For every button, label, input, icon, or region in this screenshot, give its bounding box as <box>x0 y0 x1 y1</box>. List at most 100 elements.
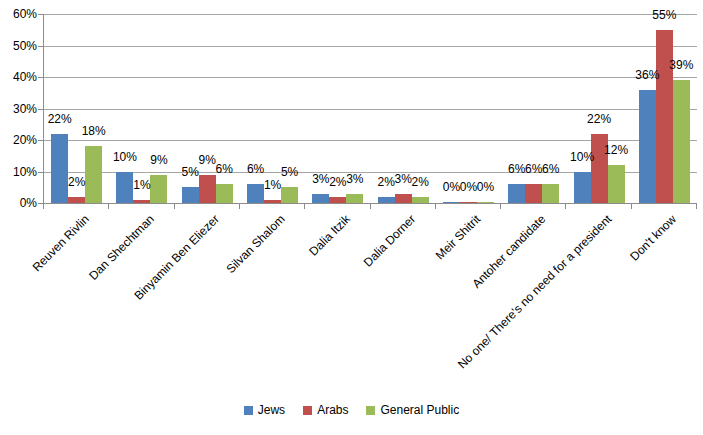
bar-arabs <box>656 30 673 203</box>
x-axis-category-label: Don't know <box>628 212 680 264</box>
data-label: 22% <box>48 113 72 126</box>
bar-general-public <box>542 184 559 203</box>
x-axis-tick-mark <box>370 204 371 209</box>
x-axis-category-label: Dan Shechtman <box>86 212 157 283</box>
data-label: 6% <box>508 163 525 176</box>
bar-jews <box>182 187 199 203</box>
bar-jews <box>574 172 591 204</box>
bar-jews <box>247 184 264 203</box>
bar-general-public <box>346 194 363 203</box>
bar-arabs <box>264 200 281 203</box>
bar-arabs <box>525 184 542 203</box>
y-axis-tick-label: 40% <box>0 69 37 85</box>
bar-general-public <box>150 175 167 203</box>
x-axis-category-label: Dalia Itzik <box>306 212 353 259</box>
legend-item-jews: Jews <box>244 403 285 417</box>
data-label: 1% <box>264 179 281 192</box>
data-label: 0% <box>460 181 477 194</box>
plot-area: 22%2%18%10%1%9%5%9%6%6%1%5%3%2%3%2%3%2%0… <box>43 14 697 204</box>
x-axis-tick-mark <box>304 204 305 209</box>
data-label: 36% <box>635 69 659 82</box>
legend-color-swatch-icon <box>366 406 375 415</box>
bar-group-meir-shitrit <box>443 202 494 203</box>
y-axis-tick-mark <box>38 172 43 173</box>
data-label: 0% <box>477 181 494 194</box>
y-axis-tick-label: 60% <box>0 6 37 22</box>
bar-jews <box>51 134 68 203</box>
data-label: 9% <box>150 154 167 167</box>
data-label: 3% <box>394 173 411 186</box>
data-label: 22% <box>587 113 611 126</box>
bar-arabs <box>395 194 412 203</box>
x-axis-tick-mark <box>43 204 44 209</box>
bar-general-public <box>673 80 690 203</box>
bar-general-public <box>412 197 429 203</box>
x-axis-category-label: Reuven Rivlin <box>29 212 91 274</box>
data-label: 10% <box>113 151 137 164</box>
y-axis-tick-label: 30% <box>0 101 37 117</box>
bar-arabs <box>68 197 85 203</box>
gridline <box>44 14 697 15</box>
bar-arabs <box>199 175 216 203</box>
bar-chart: 22%2%18%10%1%9%5%9%6%6%1%5%3%2%3%2%3%2%0… <box>0 0 703 435</box>
bar-arabs <box>329 197 346 203</box>
x-axis-tick-mark <box>239 204 240 209</box>
data-label: 9% <box>199 154 216 167</box>
bar-general-public <box>216 184 233 203</box>
y-axis-tick-label: 10% <box>0 164 37 180</box>
x-axis-tick-mark <box>565 204 566 209</box>
y-axis-tick-label: 0% <box>0 195 37 211</box>
x-axis-tick-mark <box>696 204 697 209</box>
x-axis-category-label: Silvan Shalom <box>223 212 287 276</box>
bar-jews <box>639 90 656 203</box>
y-axis-tick-mark <box>38 77 43 78</box>
gridline <box>44 77 697 78</box>
data-label: 18% <box>82 125 106 138</box>
bar-jews <box>508 184 525 203</box>
x-axis-tick-mark <box>500 204 501 209</box>
data-label: 2% <box>411 176 428 189</box>
bar-arabs <box>460 202 477 203</box>
data-label: 6% <box>525 163 542 176</box>
bar-general-public <box>477 202 494 203</box>
legend-color-swatch-icon <box>303 406 312 415</box>
data-label: 3% <box>312 173 329 186</box>
bar-jews <box>312 194 329 203</box>
bar-general-public <box>85 146 102 203</box>
y-axis-tick-mark <box>38 46 43 47</box>
y-axis-tick-mark <box>38 109 43 110</box>
data-label: 5% <box>182 166 199 179</box>
legend-item-arabs: Arabs <box>303 403 348 417</box>
data-label: 2% <box>329 176 346 189</box>
bar-general-public <box>281 187 298 203</box>
y-axis-tick-label: 20% <box>0 132 37 148</box>
data-label: 55% <box>652 9 676 22</box>
data-label: 10% <box>570 151 594 164</box>
data-label: 6% <box>542 163 559 176</box>
legend-item-general-public: General Public <box>366 403 459 417</box>
bar-group-reuven-rivlin <box>51 134 102 203</box>
bar-jews <box>378 197 395 203</box>
x-axis-tick-mark <box>435 204 436 209</box>
x-axis-tick-mark <box>631 204 632 209</box>
bar-group-dalia-itzik <box>312 194 363 203</box>
y-axis-tick-mark <box>38 140 43 141</box>
bar-jews <box>116 172 133 204</box>
bar-group-dalia-dorner <box>378 194 429 203</box>
x-axis-tick-mark <box>108 204 109 209</box>
legend-color-swatch-icon <box>244 406 253 415</box>
data-label: 2% <box>68 176 85 189</box>
gridline <box>44 46 697 47</box>
data-label: 1% <box>133 179 150 192</box>
y-axis-tick-mark <box>38 14 43 15</box>
data-label: 39% <box>669 59 693 72</box>
legend-label: Arabs <box>317 403 348 417</box>
legend-label: General Public <box>380 403 459 417</box>
data-label: 6% <box>216 163 233 176</box>
gridline <box>44 109 697 110</box>
bar-group-antoher-candidate <box>508 184 559 203</box>
bar-group-don-t-know <box>639 30 690 203</box>
y-axis-tick-label: 50% <box>0 38 37 54</box>
bar-jews <box>443 202 460 203</box>
x-axis-category-label: Dalia Dorner <box>361 212 419 270</box>
